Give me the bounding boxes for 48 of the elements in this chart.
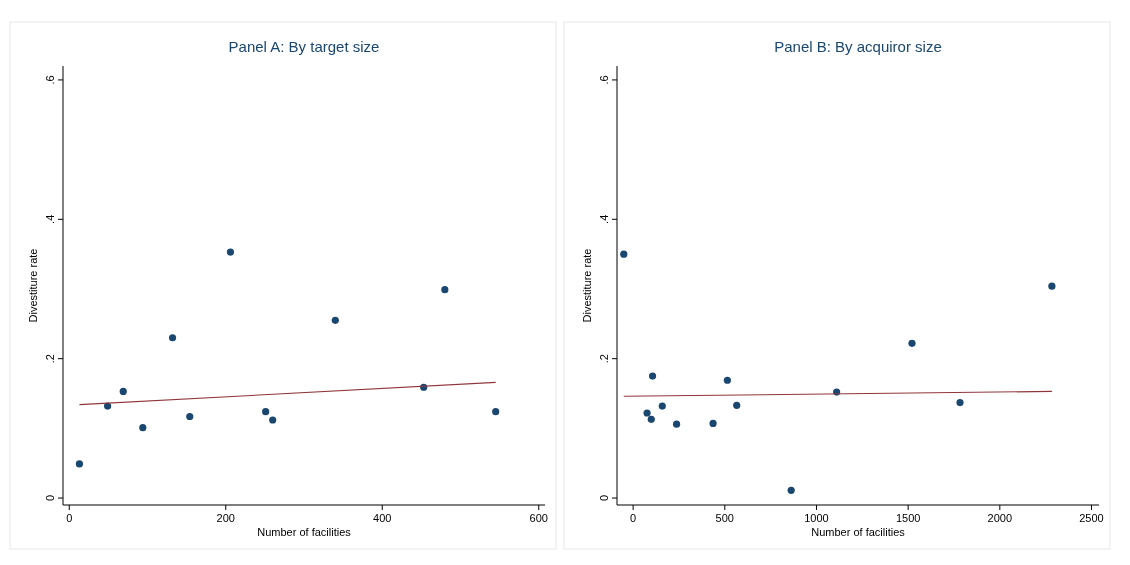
y-tick-label: .4 [598, 214, 610, 224]
point [956, 398, 964, 407]
point [441, 286, 449, 294]
point [139, 424, 147, 432]
x-axis-title: Number of facilities [811, 526, 906, 538]
x-tick-label: 2000 [987, 512, 1013, 524]
x-tick-label: 500 [715, 512, 734, 524]
y-tick-label: 0 [598, 494, 610, 502]
y-tick-label: 0 [44, 494, 56, 502]
point [168, 334, 177, 342]
chart-title: Panel B: By acquiror size [774, 38, 942, 55]
point [672, 420, 681, 428]
point [787, 486, 795, 494]
x-tick-label: 2500 [1079, 512, 1104, 524]
x-tick-label: 400 [373, 512, 392, 524]
x-tick-label: 200 [216, 512, 235, 524]
point [262, 408, 270, 416]
point [492, 408, 500, 416]
point [647, 415, 655, 423]
point [733, 401, 741, 409]
y-tick-label: .2 [598, 354, 610, 364]
y-axis-title: Divestiture rate [27, 248, 39, 323]
chart-title: Panel A: By target size [228, 38, 380, 55]
point [331, 316, 339, 324]
point [75, 460, 84, 468]
x-tick-label: 600 [529, 512, 548, 524]
y-tick-label: .6 [598, 75, 610, 85]
x-tick-label: 0 [66, 512, 73, 524]
y-tick-label: .2 [44, 354, 56, 364]
point [119, 387, 127, 396]
point [643, 409, 651, 417]
y-axis-title: Divestiture rate [581, 248, 593, 323]
point [908, 339, 916, 347]
point [186, 412, 194, 421]
point [226, 248, 235, 256]
point [1048, 282, 1056, 290]
point [620, 250, 628, 258]
y-tick-label: .4 [44, 214, 56, 224]
x-tick-label: 1500 [895, 512, 921, 524]
point [648, 372, 657, 380]
x-tick-label: 1000 [804, 512, 829, 524]
point [709, 419, 717, 428]
point [723, 376, 731, 384]
x-axis-title: Number of facilities [257, 526, 352, 538]
x-tick-label: 0 [630, 512, 637, 524]
point [658, 402, 666, 410]
y-tick-label: .6 [44, 75, 56, 85]
point [269, 416, 277, 424]
